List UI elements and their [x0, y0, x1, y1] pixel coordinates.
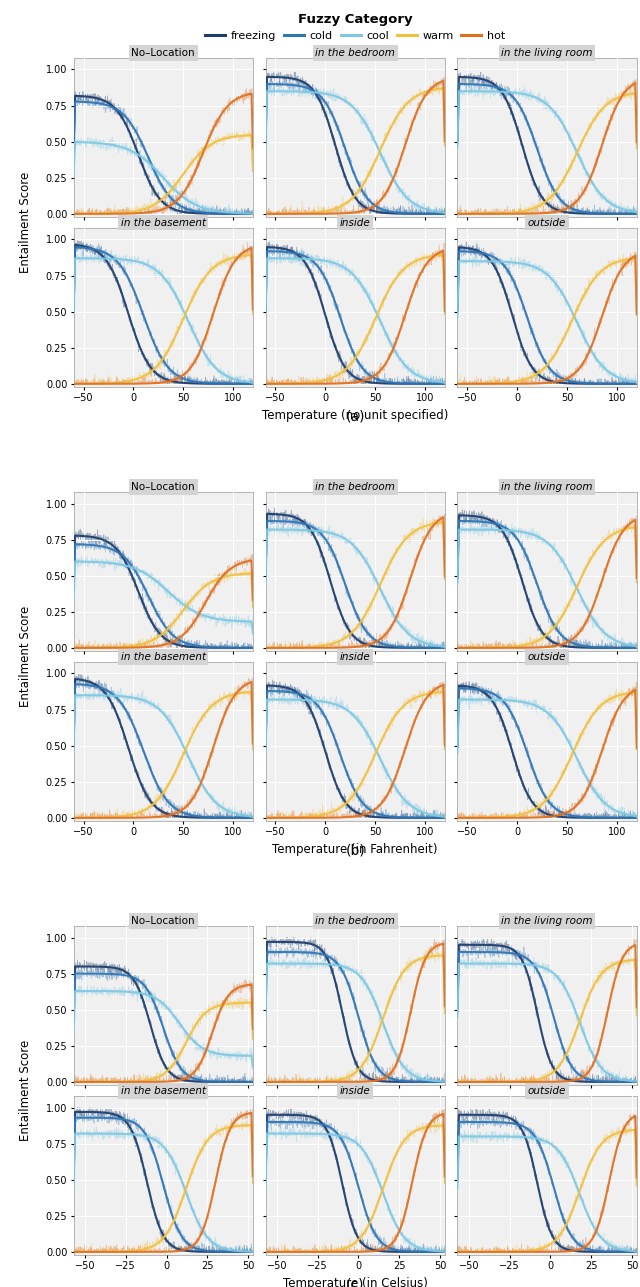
Title: No–Location: No–Location: [131, 481, 195, 492]
Title: in the bedroom: in the bedroom: [316, 48, 395, 58]
Text: (b): (b): [346, 844, 365, 858]
Text: Entailment Score: Entailment Score: [19, 1040, 32, 1142]
Title: outside: outside: [528, 218, 566, 228]
Title: in the basement: in the basement: [121, 1086, 206, 1097]
X-axis label: Temperature (no unit specified): Temperature (no unit specified): [262, 408, 449, 422]
Legend: freezing, cold, cool, warm, hot: freezing, cold, cool, warm, hot: [201, 8, 509, 45]
Title: outside: outside: [528, 1086, 566, 1097]
Text: Entailment Score: Entailment Score: [19, 606, 32, 707]
Title: inside: inside: [340, 653, 371, 662]
Text: (c): (c): [346, 1278, 364, 1287]
Title: inside: inside: [340, 218, 371, 228]
Title: No–Location: No–Location: [131, 916, 195, 927]
Title: in the bedroom: in the bedroom: [316, 916, 395, 927]
Text: (a): (a): [346, 409, 365, 423]
Title: in the basement: in the basement: [121, 218, 206, 228]
Title: inside: inside: [340, 1086, 371, 1097]
X-axis label: Temperature (in Celsius): Temperature (in Celsius): [283, 1277, 428, 1287]
Title: in the living room: in the living room: [501, 48, 593, 58]
Title: in the bedroom: in the bedroom: [316, 481, 395, 492]
Title: outside: outside: [528, 653, 566, 662]
Title: in the basement: in the basement: [121, 653, 206, 662]
Text: Entailment Score: Entailment Score: [19, 171, 32, 273]
X-axis label: Temperature (in Fahrenheit): Temperature (in Fahrenheit): [273, 843, 438, 856]
Title: in the living room: in the living room: [501, 916, 593, 927]
Title: in the living room: in the living room: [501, 481, 593, 492]
Title: No–Location: No–Location: [131, 48, 195, 58]
